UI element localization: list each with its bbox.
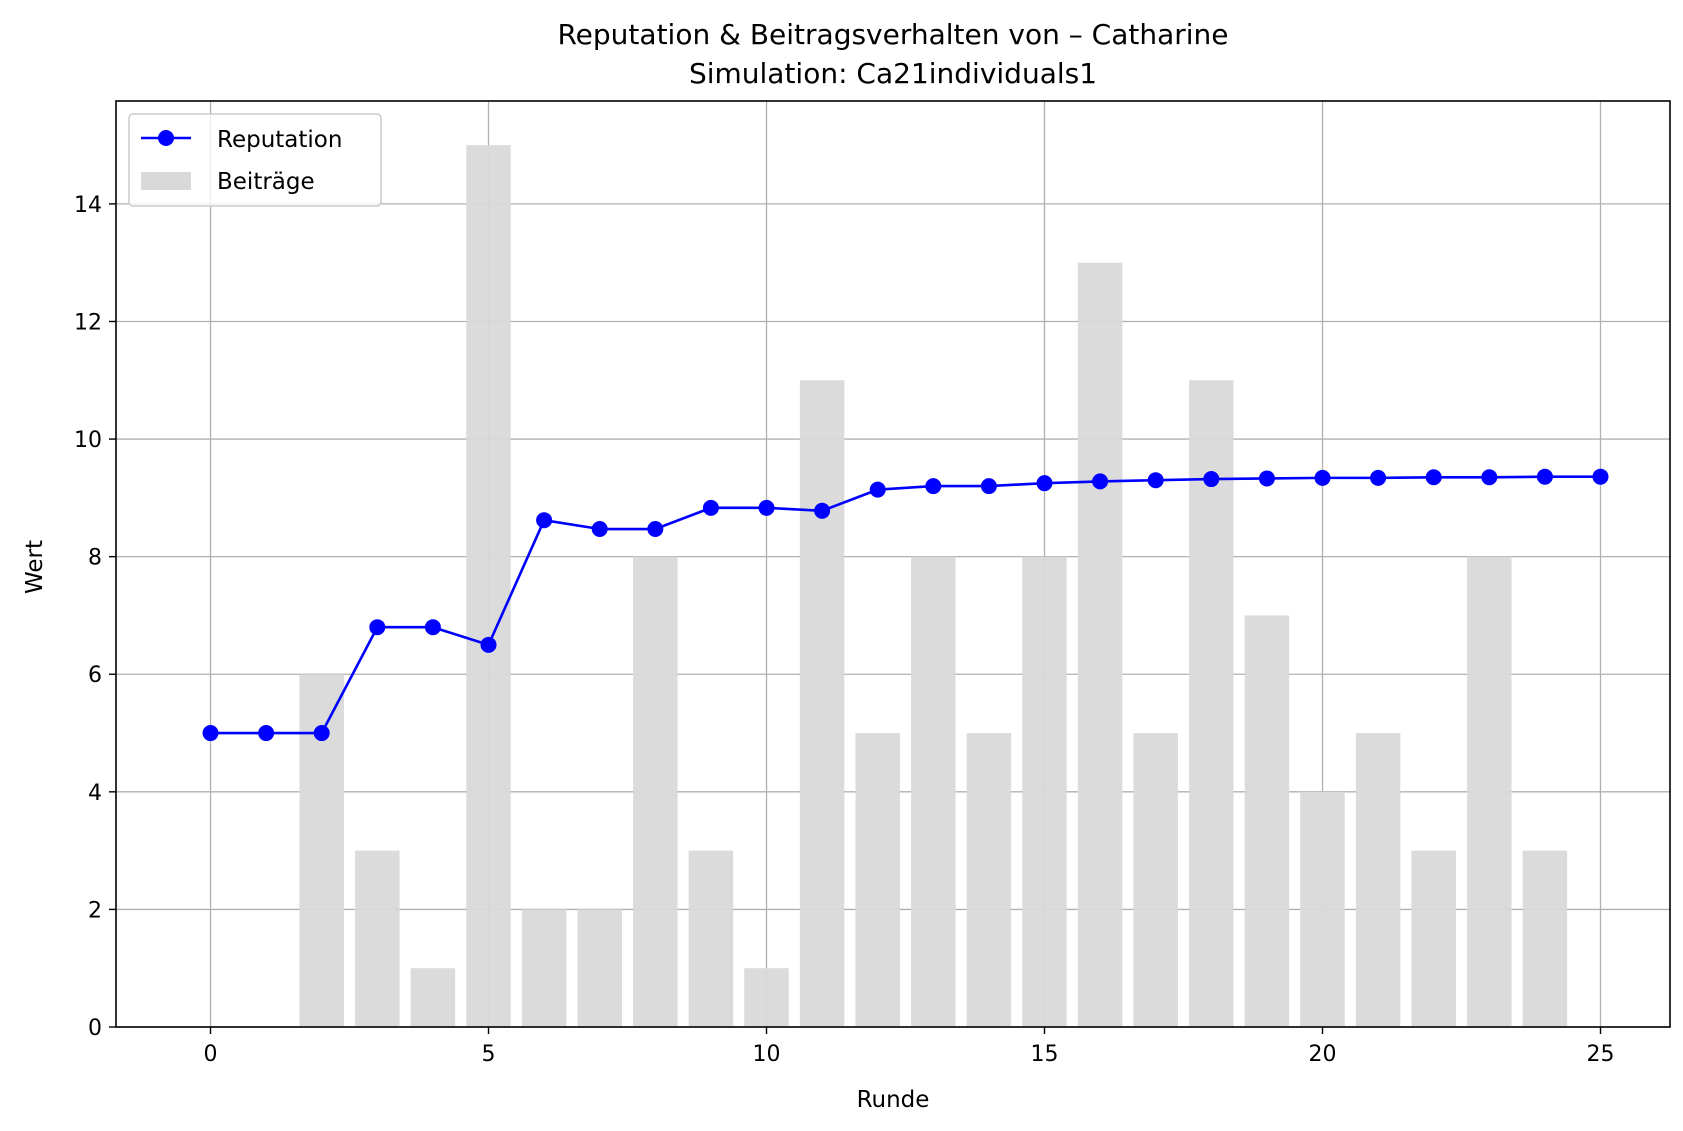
legend: Reputation Beiträge (128, 113, 382, 207)
y-tick-label: 14 (74, 193, 102, 218)
reputation-point (758, 499, 775, 516)
reputation-point (369, 619, 386, 636)
reputation-point (1147, 472, 1164, 489)
contribution-bar (577, 909, 622, 1027)
contribution-bar (633, 556, 678, 1027)
y-tick-label: 4 (88, 781, 102, 806)
x-tick-label: 20 (1309, 1042, 1337, 1067)
reputation-point (1425, 469, 1442, 486)
y-tick-label: 0 (88, 1016, 102, 1041)
y-tick-label: 2 (88, 898, 102, 923)
legend-contributions-label: Beiträge (217, 169, 315, 195)
reputation-point (591, 521, 608, 538)
reputation-line-path (210, 475, 1601, 735)
y-axis-label: Wert (22, 540, 48, 594)
contribution-bar (1133, 733, 1178, 1027)
contribution-bar (410, 968, 456, 1027)
y-tick-label: 10 (74, 428, 102, 453)
reputation-point (424, 619, 441, 636)
contribution-bar (744, 968, 789, 1027)
x-axis-label: Runde (857, 1087, 930, 1113)
reputation-point (1314, 469, 1331, 486)
contribution-bar (966, 733, 1012, 1027)
reputation-point (536, 512, 553, 529)
x-tick-label: 25 (1587, 1042, 1615, 1067)
legend-contributions-swatch (141, 172, 191, 190)
contribution-bar (855, 733, 900, 1027)
contribution-bar (911, 556, 956, 1027)
chart-title: Reputation & Beitragsverhalten von – Cat… (557, 18, 1228, 51)
reputation-point (313, 725, 330, 742)
contribution-bar (1244, 615, 1290, 1027)
x-tick-label: 10 (753, 1042, 781, 1067)
contribution-bars (299, 145, 1568, 1028)
reputation-point (480, 636, 497, 653)
contribution-bar (355, 850, 400, 1027)
legend-frame (128, 113, 382, 207)
reputation-point (1092, 473, 1109, 490)
reputation-point (1592, 468, 1609, 485)
reputation-point (1370, 469, 1387, 486)
reputation-point (869, 481, 886, 498)
contribution-bar (1189, 380, 1234, 1027)
legend-reputation-label: Reputation (217, 127, 342, 153)
reputation-point (980, 478, 997, 495)
axis-ticks: 0 5 10 15 20 25 0 2 4 6 8 10 12 14 (74, 193, 1615, 1067)
contribution-bar (466, 145, 511, 1028)
reputation-point (925, 478, 942, 495)
y-tick-label: 6 (88, 663, 102, 688)
contribution-bar (1022, 556, 1067, 1027)
x-tick-label: 15 (1031, 1042, 1059, 1067)
x-tick-label: 5 (482, 1042, 496, 1067)
contribution-bar (1522, 850, 1568, 1027)
contribution-bar (1411, 850, 1456, 1027)
reputation-point (1036, 475, 1053, 492)
reputation-point (814, 502, 831, 519)
contribution-bar (1077, 262, 1123, 1028)
reputation-point (1536, 468, 1553, 485)
legend-reputation-swatch-marker (158, 130, 174, 146)
y-tick-label: 8 (88, 546, 102, 571)
plot-frame (115, 100, 1671, 1028)
chart-subtitle: Simulation: Ca21individuals1 (689, 57, 1097, 90)
reputation-point (702, 499, 719, 516)
contribution-bar (1300, 791, 1345, 1027)
reputation-point (647, 521, 664, 538)
contribution-bar (521, 909, 567, 1027)
reputation-point (202, 725, 219, 742)
reputation-point (258, 725, 275, 742)
contribution-bar (1467, 556, 1512, 1027)
reputation-line (202, 468, 1609, 742)
contribution-bar (1355, 733, 1401, 1027)
y-tick-label: 12 (74, 310, 102, 335)
x-tick-label: 0 (204, 1042, 218, 1067)
contribution-bar (688, 850, 734, 1027)
reputation-point (1203, 471, 1220, 488)
reputation-point (1258, 470, 1275, 487)
reputation-point (1481, 469, 1498, 486)
contribution-bar (799, 380, 845, 1027)
